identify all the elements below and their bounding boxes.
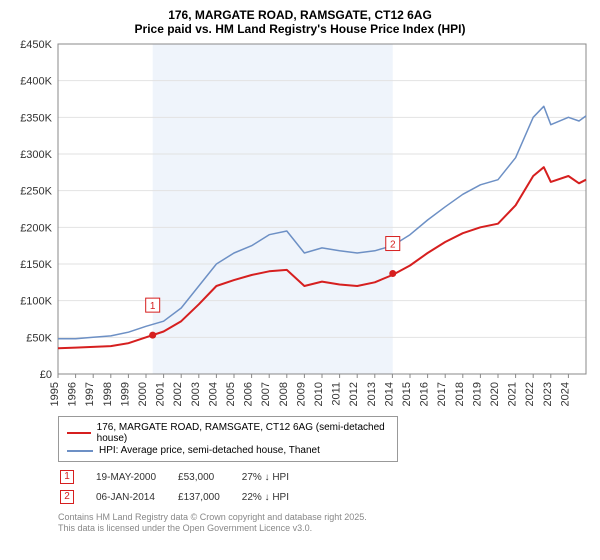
chart-area: £0 £50K £100K £150K £200K £250K £300K £350K £400… — [8, 40, 592, 410]
legend-swatch — [67, 450, 93, 452]
footer-attribution: Contains HM Land Registry data © Crown c… — [58, 512, 584, 535]
svg-text:2014: 2014 — [383, 382, 395, 406]
svg-text:£350K: £350K — [20, 112, 52, 124]
svg-text:2002: 2002 — [172, 382, 184, 406]
svg-text:2012: 2012 — [348, 382, 360, 406]
svg-text:2000: 2000 — [137, 382, 149, 406]
marker-delta: 22% ↓ HPI — [242, 488, 309, 506]
marker-date: 19-MAY-2000 — [96, 468, 176, 486]
marker-badge: 2 — [60, 490, 74, 504]
svg-text:2009: 2009 — [295, 382, 307, 406]
svg-text:£150K: £150K — [20, 259, 52, 271]
svg-text:2005: 2005 — [225, 382, 237, 406]
svg-text:2001: 2001 — [155, 382, 167, 406]
svg-text:£400K: £400K — [20, 76, 52, 88]
line-chart: £0 £50K £100K £150K £200K £250K £300K £350K £400… — [8, 40, 592, 410]
svg-text:2021: 2021 — [507, 382, 519, 406]
legend: 176, MARGATE ROAD, RAMSGATE, CT12 6AG (s… — [58, 416, 398, 462]
svg-text:£200K: £200K — [20, 222, 52, 234]
legend-label: 176, MARGATE ROAD, RAMSGATE, CT12 6AG (s… — [97, 422, 389, 444]
svg-text:2010: 2010 — [313, 382, 325, 406]
marker-price: £137,000 — [178, 488, 240, 506]
svg-text:£0: £0 — [40, 369, 52, 381]
svg-text:2018: 2018 — [454, 382, 466, 406]
svg-text:2004: 2004 — [207, 382, 219, 406]
svg-text:2016: 2016 — [419, 382, 431, 406]
svg-text:2015: 2015 — [401, 382, 413, 406]
svg-text:2003: 2003 — [190, 382, 202, 406]
svg-text:1998: 1998 — [102, 382, 114, 406]
title-subtitle: Price paid vs. HM Land Registry's House … — [8, 22, 592, 36]
marker-badge: 1 — [60, 470, 74, 484]
svg-text:£50K: £50K — [26, 332, 52, 344]
svg-text:2007: 2007 — [260, 382, 272, 406]
legend-item: 176, MARGATE ROAD, RAMSGATE, CT12 6AG (s… — [67, 422, 389, 444]
svg-text:1: 1 — [150, 301, 156, 312]
svg-text:2006: 2006 — [243, 382, 255, 406]
svg-text:1999: 1999 — [119, 382, 131, 406]
legend-label: HPI: Average price, semi-detached house,… — [99, 445, 320, 456]
svg-text:£300K: £300K — [20, 149, 52, 161]
marker-row: 1 19-MAY-2000£53,00027% ↓ HPI — [60, 468, 309, 486]
marker-row: 2 06-JAN-2014£137,00022% ↓ HPI — [60, 488, 309, 506]
svg-text:2008: 2008 — [278, 382, 290, 406]
title-address: 176, MARGATE ROAD, RAMSGATE, CT12 6AG — [8, 8, 592, 22]
legend-swatch — [67, 432, 91, 434]
marker-delta: 27% ↓ HPI — [242, 468, 309, 486]
marker-date: 06-JAN-2014 — [96, 488, 176, 506]
svg-text:£250K: £250K — [20, 186, 52, 198]
svg-text:1997: 1997 — [84, 382, 96, 406]
legend-item: HPI: Average price, semi-detached house,… — [67, 445, 389, 456]
svg-text:2022: 2022 — [524, 382, 536, 406]
svg-text:1995: 1995 — [49, 382, 61, 406]
marker-table: 1 19-MAY-2000£53,00027% ↓ HPI 2 06-JAN-2014… — [58, 466, 311, 508]
footer-line-2: This data is licensed under the Open Gov… — [58, 523, 584, 534]
svg-text:2024: 2024 — [559, 382, 571, 406]
marker-price: £53,000 — [178, 468, 240, 486]
svg-text:2017: 2017 — [436, 382, 448, 406]
svg-text:2011: 2011 — [331, 382, 343, 406]
svg-text:2013: 2013 — [366, 382, 378, 406]
svg-text:2: 2 — [390, 240, 396, 251]
footer-line-1: Contains HM Land Registry data © Crown c… — [58, 512, 584, 523]
svg-text:2023: 2023 — [542, 382, 554, 406]
svg-text:2019: 2019 — [471, 382, 483, 406]
svg-text:1996: 1996 — [67, 382, 79, 406]
svg-text:£450K: £450K — [20, 40, 52, 51]
svg-text:2020: 2020 — [489, 382, 501, 406]
svg-text:£100K: £100K — [20, 296, 52, 308]
